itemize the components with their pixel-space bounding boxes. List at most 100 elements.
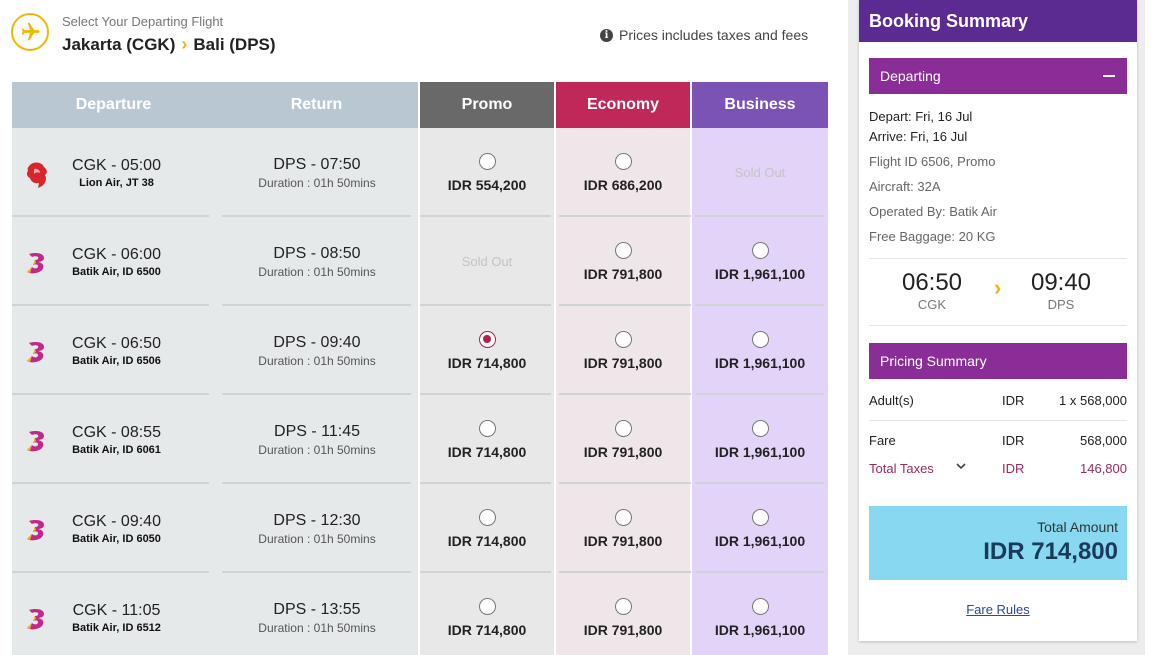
chevron-right-icon: › xyxy=(181,34,188,54)
business-fare-radio[interactable] xyxy=(751,419,769,437)
departure-cell: CGK - 11:05 Batik Air, ID 6512 xyxy=(42,573,191,655)
economy-fare-cell[interactable]: IDR 686,200 xyxy=(556,128,690,217)
promo-fare-cell[interactable]: IDR 714,800 xyxy=(420,395,554,484)
batik-air-logo xyxy=(24,250,52,276)
total-taxes-label[interactable]: Total Taxes xyxy=(869,461,934,476)
header-business: Business xyxy=(692,82,828,128)
airplane-icon xyxy=(11,13,49,51)
total-taxes-value: 146,800 xyxy=(1080,461,1127,476)
collapse-icon[interactable] xyxy=(1103,75,1115,77)
business-fare-cell[interactable]: IDR 1,961,100 xyxy=(692,306,828,395)
row-divider xyxy=(420,393,551,395)
batik-air-logo xyxy=(24,606,52,632)
economy-fare-cell[interactable]: IDR 791,800 xyxy=(556,395,690,484)
departure-cell: CGK - 09:40 Batik Air, ID 6050 xyxy=(42,484,191,573)
chevron-down-icon[interactable] xyxy=(955,460,967,475)
row-divider xyxy=(420,215,551,217)
header-return: Return xyxy=(290,96,343,113)
row-divider xyxy=(12,571,209,573)
departure-cell: CGK - 05:00 Lion Air, JT 38 xyxy=(42,128,191,217)
economy-fare-radio[interactable] xyxy=(614,508,632,526)
business-fare-radio[interactable] xyxy=(751,508,769,526)
promo-fare-cell[interactable]: IDR 714,800 xyxy=(420,573,554,655)
total-amount-box: Total Amount IDR 714,800 xyxy=(869,506,1127,580)
operated-by: Operated By: Batik Air xyxy=(869,204,997,219)
departing-toggle[interactable]: Departing xyxy=(869,58,1127,94)
business-fare-price: IDR 1,961,100 xyxy=(714,532,806,549)
divider xyxy=(869,420,1127,421)
return-time: DPS - 09:40 xyxy=(273,333,361,351)
economy-fare-cell[interactable]: IDR 791,800 xyxy=(556,217,690,306)
business-fare-cell[interactable]: IDR 1,961,100 xyxy=(692,217,828,306)
flight-duration: Duration : 01h 50mins xyxy=(258,531,376,546)
fare-rules-link[interactable]: Fare Rules xyxy=(966,602,1030,617)
economy-fare-cell[interactable]: IDR 791,800 xyxy=(556,306,690,395)
adults-value: 1 x 568,000 xyxy=(1059,393,1127,408)
batik-air-logo xyxy=(24,339,52,365)
adults-label: Adult(s) xyxy=(869,393,914,408)
arrive-time: 09:40 xyxy=(1030,269,1092,296)
economy-fare-cell[interactable]: IDR 791,800 xyxy=(556,573,690,655)
promo-fare-cell[interactable]: IDR 554,200 xyxy=(420,128,554,217)
promo-fare-price: IDR 714,800 xyxy=(447,532,527,549)
flights-table: Departure Return Promo Economy Business … xyxy=(12,82,828,655)
business-fare-radio[interactable] xyxy=(751,597,769,615)
depart-time-block: 06:50 CGK xyxy=(892,269,972,312)
return-time: DPS - 13:55 xyxy=(273,600,361,618)
airline-flight: Lion Air, JT 38 xyxy=(79,176,154,189)
return-cell: DPS - 07:50 Duration : 01h 50mins xyxy=(222,128,412,217)
economy-fare-radio[interactable] xyxy=(614,241,632,259)
promo-fare-radio[interactable] xyxy=(478,508,496,526)
business-fare-cell: Sold Out xyxy=(692,128,828,217)
economy-fare-price: IDR 791,800 xyxy=(583,443,663,460)
total-amount-value: IDR 714,800 xyxy=(983,538,1118,565)
row-divider xyxy=(222,393,411,395)
sold-out-label: Sold Out xyxy=(461,254,513,269)
row-divider xyxy=(695,482,824,484)
total-taxes-row[interactable]: Total Taxes IDR 146,800 xyxy=(869,461,1127,479)
economy-fare-radio[interactable] xyxy=(614,597,632,615)
row-divider xyxy=(559,482,691,484)
flight-row: CGK - 05:00 Lion Air, JT 38 DPS - 07:50 Dur… xyxy=(12,128,828,217)
economy-fare-radio[interactable] xyxy=(614,419,632,437)
economy-fare-price: IDR 791,800 xyxy=(583,621,663,638)
economy-fare-radio[interactable] xyxy=(614,152,632,170)
return-cell: DPS - 09:40 Duration : 01h 50mins xyxy=(222,306,412,395)
business-fare-cell[interactable]: IDR 1,961,100 xyxy=(692,484,828,573)
flight-row: CGK - 08:55 Batik Air, ID 6061 DPS - 11:45… xyxy=(12,395,828,484)
flight-id: Flight ID 6506, Promo xyxy=(869,154,996,169)
header-promo: Promo xyxy=(420,82,554,128)
airline-flight: Batik Air, ID 6061 xyxy=(72,443,161,456)
adults-row: Adult(s) IDR 1 x 568,000 xyxy=(869,393,1127,411)
economy-fare-cell[interactable]: IDR 791,800 xyxy=(556,484,690,573)
promo-fare-price: IDR 714,800 xyxy=(447,621,527,638)
departure-time: CGK - 06:50 xyxy=(72,334,161,352)
business-fare-radio[interactable] xyxy=(751,330,769,348)
arrive-date: Arrive: Fri, 16 Jul xyxy=(869,129,968,144)
business-fare-cell[interactable]: IDR 1,961,100 xyxy=(692,395,828,484)
price-note: i Prices includes taxes and fees xyxy=(600,27,808,43)
row-divider xyxy=(222,482,411,484)
departure-time: CGK - 11:05 xyxy=(72,601,161,619)
promo-fare-radio[interactable] xyxy=(478,330,496,348)
promo-fare-radio[interactable] xyxy=(478,597,496,615)
promo-fare-price: IDR 714,800 xyxy=(447,354,527,371)
page-subtitle: Select Your Departing Flight xyxy=(62,14,224,29)
economy-fare-radio[interactable] xyxy=(614,330,632,348)
arrive-code: DPS xyxy=(1047,297,1075,312)
business-fare-radio[interactable] xyxy=(751,241,769,259)
business-fare-price: IDR 1,961,100 xyxy=(714,443,806,460)
business-fare-cell[interactable]: IDR 1,961,100 xyxy=(692,573,828,655)
promo-fare-cell[interactable]: IDR 714,800 xyxy=(420,306,554,395)
return-time: DPS - 12:30 xyxy=(273,511,361,529)
promo-fare-radio[interactable] xyxy=(478,152,496,170)
row-divider xyxy=(695,304,824,306)
flight-row: CGK - 06:50 Batik Air, ID 6506 DPS - 09:40… xyxy=(12,306,828,395)
promo-fare-cell[interactable]: IDR 714,800 xyxy=(420,484,554,573)
booking-summary-card: Booking Summary Departing Depart: Fri, 1… xyxy=(859,0,1137,641)
row-divider xyxy=(12,393,209,395)
flight-times: 06:50 CGK › 09:40 DPS xyxy=(869,258,1127,326)
promo-fare-radio[interactable] xyxy=(478,419,496,437)
row-divider xyxy=(559,304,691,306)
fare-currency: IDR xyxy=(1002,433,1025,448)
